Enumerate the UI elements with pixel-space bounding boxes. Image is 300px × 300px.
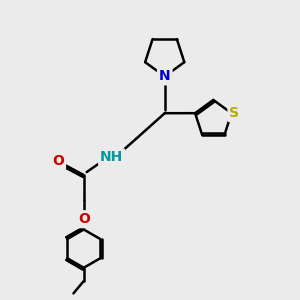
Text: NH: NH bbox=[100, 150, 123, 164]
Text: O: O bbox=[78, 212, 90, 226]
Text: N: N bbox=[159, 69, 170, 83]
Text: S: S bbox=[230, 106, 239, 120]
Text: O: O bbox=[52, 154, 64, 168]
